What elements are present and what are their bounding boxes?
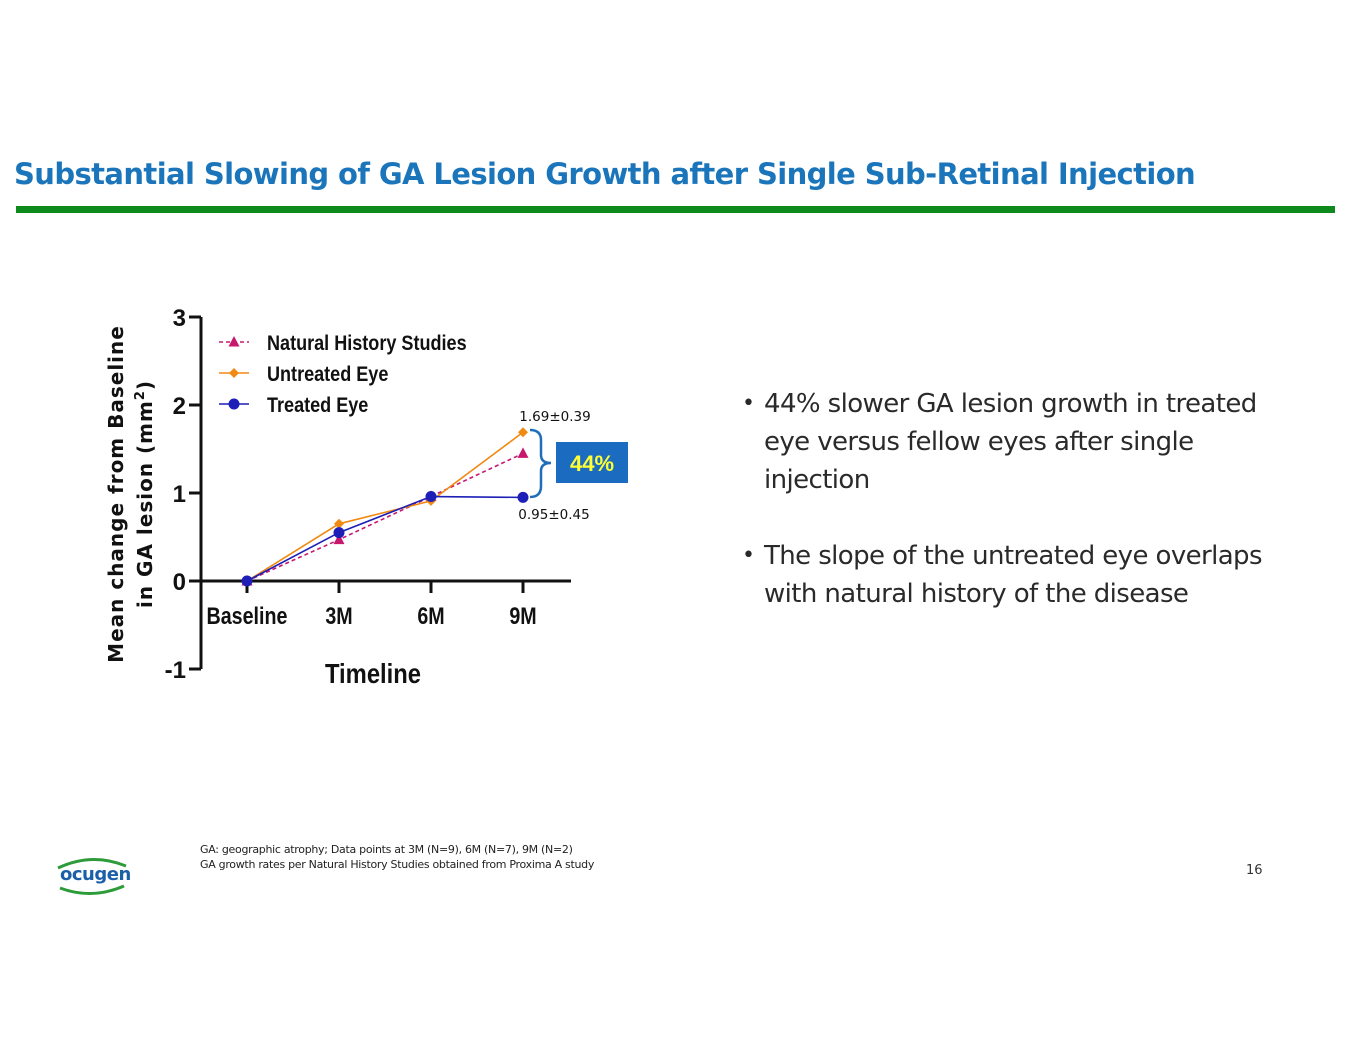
bullet-item: • The slope of the untreated eye overlap… <box>742 537 1302 613</box>
bullet-list: • 44% slower GA lesion growth in treated… <box>742 385 1302 651</box>
data-point-2 <box>517 491 529 503</box>
difference-bracket <box>529 428 552 499</box>
treated-value-label: 0.95±0.45 <box>518 507 589 523</box>
x-axis-title: Timeline <box>325 657 421 689</box>
ocugen-logo: ocugen <box>52 850 134 896</box>
bullet-item: • 44% slower GA lesion growth in treated… <box>742 385 1302 499</box>
data-point-0 <box>517 447 529 458</box>
y-axis-title-superscript: 2 <box>133 390 148 400</box>
x-tick-label: 6M <box>417 602 444 629</box>
series-line-1 <box>246 431 524 582</box>
legend-label: Untreated Eye <box>267 363 389 387</box>
legend-marker <box>228 336 240 347</box>
untreated-value-label: 1.69±0.39 <box>519 409 590 425</box>
data-point-1 <box>518 427 528 438</box>
logo-text: ocugen <box>60 864 131 885</box>
footnote-line: GA: geographic atrophy; Data points at 3… <box>200 843 573 856</box>
y-axis-title-text: in GA lesion (mm <box>133 400 157 608</box>
legend-marker <box>229 368 239 378</box>
y-axis-title-text: ) <box>133 380 157 390</box>
series-line-2 <box>246 495 524 582</box>
bullet-text: The slope of the untreated eye overlaps … <box>764 541 1263 609</box>
y-tick-label: 3 <box>173 305 186 332</box>
x-tick-label: Baseline <box>207 602 288 629</box>
difference-badge <box>556 442 628 483</box>
data-point-2 <box>241 575 253 587</box>
y-tick-label: 0 <box>173 569 186 596</box>
bullet-dot-icon: • <box>742 391 755 416</box>
difference-badge-text: 44% <box>570 451 614 476</box>
y-axis-title-line2: in GA lesion (mm2) <box>133 380 157 608</box>
x-tick-label: 3M <box>325 602 352 629</box>
y-tick-label: 1 <box>173 481 186 508</box>
page-number: 16 <box>1246 863 1263 878</box>
legend-marker <box>228 398 240 410</box>
legend-label: Treated Eye <box>267 394 368 418</box>
data-point-2 <box>333 527 345 539</box>
legend-label: Natural History Studies <box>267 332 467 356</box>
footnote-line: GA growth rates per Natural History Stud… <box>200 858 595 871</box>
series-line-0 <box>246 452 524 582</box>
slide-title: Substantial Slowing of GA Lesion Growth … <box>14 157 1196 191</box>
logo-swoosh-icon <box>57 857 127 896</box>
footnotes: GA: geographic atrophy; Data points at 3… <box>200 842 594 872</box>
y-tick-label: -1 <box>165 657 186 684</box>
bullet-text: 44% slower GA lesion growth in treated e… <box>764 389 1257 495</box>
bullet-dot-icon: • <box>742 543 755 568</box>
lesion-growth-chart: 3 2 1 0 -1 Baseline 3M 6M 9M Timeline Mean change … <box>104 305 628 689</box>
data-point-0 <box>333 533 345 545</box>
x-tick-label: 9M <box>509 602 536 629</box>
y-tick-label: 2 <box>173 393 186 420</box>
data-point-1 <box>334 518 344 529</box>
y-axis-title-line1: Mean change from Baseline <box>104 325 128 663</box>
title-rule <box>16 206 1335 213</box>
data-point-2 <box>425 491 437 503</box>
